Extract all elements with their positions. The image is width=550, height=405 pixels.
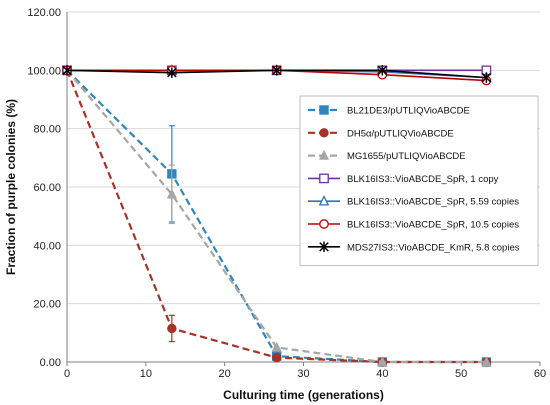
legend-label: BLK16IS3::VioABCDE_SpR, 1 copy xyxy=(347,174,499,185)
data-point xyxy=(166,188,177,199)
data-point xyxy=(271,352,282,363)
legend-marker xyxy=(318,195,330,206)
legend-marker xyxy=(319,241,329,252)
y-tick-label: 80.00 xyxy=(33,124,61,136)
x-tick-label: 40 xyxy=(376,368,388,380)
x-tick-label: 30 xyxy=(297,368,309,380)
x-tick-label: 50 xyxy=(455,368,467,380)
legend-item: DH5α/pUTLIQVioABCDE xyxy=(308,128,454,139)
y-tick-label: 120.00 xyxy=(27,7,61,19)
tick-labels: 0.00 20.00 40.00 60.00 80.00 100.00 120.00 0 10 2… xyxy=(27,7,546,380)
data-point xyxy=(481,356,492,367)
legend-marker xyxy=(319,105,329,115)
data-point xyxy=(62,65,72,76)
legend-marker xyxy=(319,128,329,138)
y-tick-label: 60.00 xyxy=(33,182,61,194)
legend-label: MG1655/pUTLIQVioABCDE xyxy=(347,151,466,162)
legend-label: BLK16IS3::VioABCDE_SpR, 10.5 copies xyxy=(347,220,519,231)
legend-box xyxy=(299,95,539,267)
legend-item: BLK16IS3::VioABCDE_SpR, 5.59 copies xyxy=(308,195,519,208)
legend-item: BLK16IS3::VioABCDE_SpR, 10.5 copies xyxy=(308,219,519,231)
legend: BL21DE3/pUTLIQVioABCDE DH5α/pUTLIQVioABCD… xyxy=(299,95,539,267)
data-point xyxy=(377,65,388,76)
y-axis-title: Fraction of purple colonies (%) xyxy=(4,99,18,275)
legend-item: BL21DE3/pUTLIQVioABCDE xyxy=(308,105,470,117)
data-point xyxy=(377,356,388,367)
data-point xyxy=(167,67,177,78)
legend-label: DH5α/pUTLIQVioABCDE xyxy=(347,128,454,139)
legend-item: MDS27IS3::VioABCDE_KmR, 5.8 copies xyxy=(308,241,520,253)
legend-item: MG1655/pUTLIQVioABCDE xyxy=(308,149,466,162)
legend-marker xyxy=(319,173,329,184)
x-tick-label: 60 xyxy=(534,368,546,380)
legend-label: MDS27IS3::VioABCDE_KmR, 5.8 copies xyxy=(347,242,520,253)
data-point xyxy=(481,72,492,83)
legend-marker xyxy=(318,149,330,160)
legend-label: BL21DE3/pUTLIQVioABCDE xyxy=(347,106,470,117)
data-point xyxy=(271,341,282,352)
legend-item: BLK16IS3::VioABCDE_SpR, 1 copy xyxy=(308,173,499,185)
x-tick-label: 20 xyxy=(219,368,231,380)
series-group xyxy=(61,64,492,367)
x-tick-label: 10 xyxy=(140,368,152,380)
y-tick-label: 20.00 xyxy=(33,299,61,311)
y-tick-label: 40.00 xyxy=(33,240,61,252)
series-7 xyxy=(62,65,492,83)
x-axis-title: Culturing time (generations) xyxy=(223,388,384,402)
y-tick-label: 0.00 xyxy=(40,357,61,369)
legend-marker xyxy=(319,219,329,229)
y-tick-label: 100.00 xyxy=(27,65,61,77)
data-point xyxy=(271,65,282,76)
data-point xyxy=(167,323,177,334)
legend-label: BLK16IS3::VioABCDE_SpR, 5.59 copies xyxy=(347,197,519,208)
x-tick-label: 0 xyxy=(64,368,70,380)
series-2 xyxy=(62,65,492,367)
